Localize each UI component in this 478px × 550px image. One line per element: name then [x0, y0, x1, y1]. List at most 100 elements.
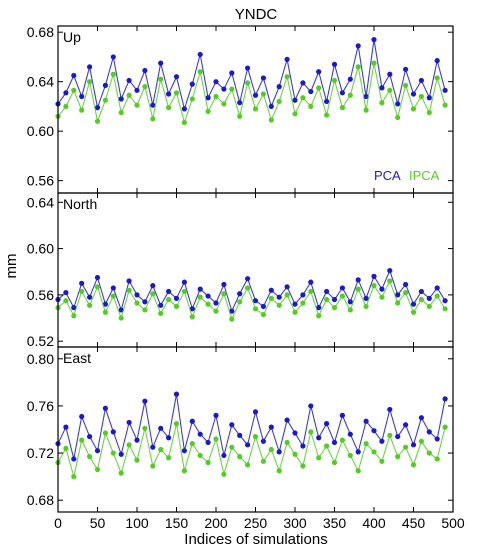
data-point-pca — [395, 433, 401, 440]
x-tick-label: 200 — [204, 515, 228, 531]
data-point-ipca — [110, 71, 116, 77]
data-point-pca — [331, 296, 338, 303]
data-point-pca — [134, 87, 140, 93]
data-point-ipca — [189, 96, 195, 102]
data-point-ipca — [268, 295, 274, 301]
data-point-ipca — [142, 84, 148, 90]
data-point-ipca — [339, 437, 345, 443]
data-point-ipca — [339, 293, 345, 299]
data-point-ipca — [395, 300, 401, 306]
data-point-ipca — [379, 294, 385, 300]
data-point-pca — [205, 293, 211, 299]
panel-title-north: North — [63, 196, 97, 212]
data-point-pca — [221, 281, 227, 288]
data-point-ipca — [347, 92, 353, 98]
panel-title-up: Up — [63, 29, 81, 45]
data-point-pca — [395, 101, 401, 107]
data-point-ipca — [181, 468, 187, 474]
data-point-pca — [94, 105, 101, 111]
x-tick-label: 450 — [402, 515, 426, 531]
data-point-ipca — [87, 79, 93, 85]
data-point-pca — [308, 88, 314, 95]
data-point-ipca — [71, 313, 77, 319]
data-point-pca — [331, 439, 338, 446]
data-point-ipca — [102, 97, 108, 103]
data-point-pca — [292, 97, 298, 103]
data-point-ipca — [442, 424, 448, 430]
data-point-pca — [339, 285, 345, 291]
data-point-ipca — [213, 308, 219, 314]
data-point-pca — [110, 54, 116, 60]
data-point-pca — [387, 406, 393, 413]
y-tick-label: 0.60 — [27, 241, 54, 257]
data-point-pca — [229, 308, 235, 314]
data-point-pca — [292, 430, 298, 436]
y-tick-label: 0.72 — [27, 445, 54, 461]
data-point-ipca — [363, 441, 369, 447]
x-tick-label: 500 — [441, 515, 465, 531]
data-point-pca — [158, 302, 164, 308]
data-point-ipca — [229, 444, 235, 450]
data-point-ipca — [205, 301, 211, 307]
data-point-ipca — [189, 314, 195, 320]
y-tick-label: 0.64 — [27, 74, 54, 90]
data-point-pca — [426, 429, 432, 435]
data-point-ipca — [308, 103, 314, 110]
data-point-ipca — [324, 296, 330, 303]
data-point-ipca — [245, 80, 251, 86]
data-point-pca — [308, 279, 314, 285]
data-point-pca — [284, 56, 290, 63]
data-point-pca — [102, 82, 108, 88]
data-point-pca — [150, 444, 156, 450]
data-point-pca — [268, 424, 274, 430]
data-point-pca — [426, 95, 432, 101]
data-point-pca — [166, 435, 172, 441]
y-tick-label: 0.64 — [27, 194, 54, 210]
data-point-pca — [245, 65, 251, 71]
data-point-pca — [316, 305, 322, 311]
data-point-ipca — [252, 306, 259, 312]
data-point-ipca — [276, 98, 282, 105]
data-point-ipca — [260, 311, 266, 318]
data-point-ipca — [434, 293, 440, 299]
data-point-ipca — [403, 289, 409, 296]
data-point-pca — [166, 91, 172, 97]
data-point-ipca — [205, 459, 211, 466]
data-point-pca — [79, 413, 85, 420]
series-line-pca — [57, 39, 446, 111]
data-point-pca — [63, 289, 69, 296]
data-point-pca — [205, 439, 211, 446]
data-point-ipca — [308, 288, 314, 295]
data-point-ipca — [237, 113, 243, 119]
x-tick-label: 0 — [54, 515, 62, 531]
data-point-pca — [347, 299, 353, 305]
data-point-pca — [87, 433, 93, 440]
data-point-ipca — [418, 296, 424, 303]
data-point-pca — [324, 421, 330, 427]
data-point-ipca — [387, 87, 393, 93]
y-tick-label: 0.56 — [27, 287, 54, 303]
data-point-ipca — [150, 116, 156, 122]
data-point-pca — [418, 77, 424, 84]
data-point-ipca — [355, 64, 361, 70]
data-point-pca — [87, 294, 93, 300]
data-point-pca — [410, 91, 417, 97]
y-tick-label: 0.80 — [27, 351, 54, 367]
data-point-pca — [292, 301, 298, 307]
data-point-pca — [118, 307, 124, 313]
data-point-ipca — [63, 445, 69, 451]
data-point-pca — [126, 278, 132, 284]
data-point-pca — [87, 64, 93, 70]
data-point-ipca — [229, 86, 235, 92]
data-point-ipca — [395, 114, 401, 121]
panel-north: 0.52 0.56 0.60 0.64 North — [27, 192, 454, 349]
data-point-ipca — [110, 293, 116, 299]
data-point-pca — [418, 415, 424, 421]
data-point-pca — [434, 58, 440, 64]
data-point-ipca — [197, 452, 203, 459]
data-point-ipca — [395, 454, 401, 460]
data-point-pca — [268, 287, 274, 293]
data-point-pca — [252, 409, 259, 415]
data-point-ipca — [308, 429, 314, 435]
